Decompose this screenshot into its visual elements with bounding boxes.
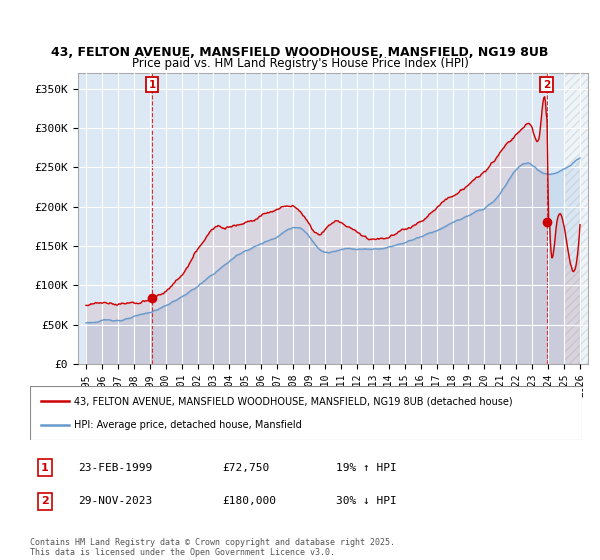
- Text: £180,000: £180,000: [222, 496, 276, 506]
- Text: 2: 2: [41, 496, 49, 506]
- Text: 1: 1: [41, 463, 49, 473]
- Bar: [564, 73, 588, 364]
- Text: £72,750: £72,750: [222, 463, 269, 473]
- Text: 19% ↑ HPI: 19% ↑ HPI: [336, 463, 397, 473]
- FancyBboxPatch shape: [30, 386, 582, 440]
- Text: 1: 1: [148, 80, 155, 90]
- Text: 2: 2: [543, 80, 550, 90]
- Text: 43, FELTON AVENUE, MANSFIELD WOODHOUSE, MANSFIELD, NG19 8UB: 43, FELTON AVENUE, MANSFIELD WOODHOUSE, …: [52, 46, 548, 59]
- Text: Price paid vs. HM Land Registry's House Price Index (HPI): Price paid vs. HM Land Registry's House …: [131, 57, 469, 70]
- Text: HPI: Average price, detached house, Mansfield: HPI: Average price, detached house, Mans…: [74, 419, 302, 430]
- Text: Contains HM Land Registry data © Crown copyright and database right 2025.
This d: Contains HM Land Registry data © Crown c…: [30, 538, 395, 557]
- Text: 30% ↓ HPI: 30% ↓ HPI: [336, 496, 397, 506]
- Text: 29-NOV-2023: 29-NOV-2023: [78, 496, 152, 506]
- Bar: [564, 73, 588, 364]
- Text: 43, FELTON AVENUE, MANSFIELD WOODHOUSE, MANSFIELD, NG19 8UB (detached house): 43, FELTON AVENUE, MANSFIELD WOODHOUSE, …: [74, 396, 513, 407]
- Text: 23-FEB-1999: 23-FEB-1999: [78, 463, 152, 473]
